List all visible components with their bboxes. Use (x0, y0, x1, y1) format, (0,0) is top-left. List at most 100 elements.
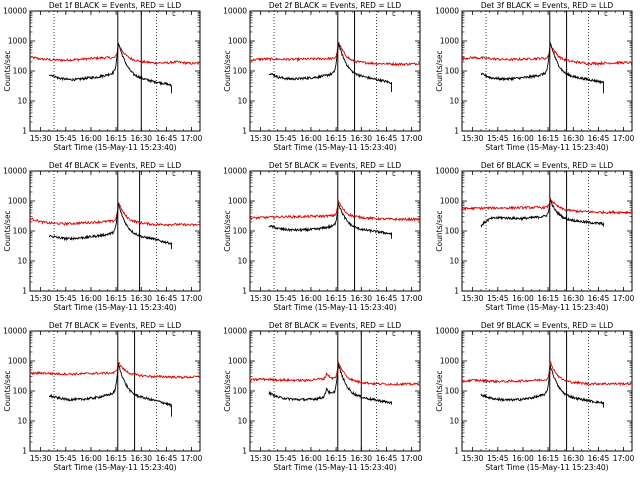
panel-det-2: Det 2f BLACK = Events, RED = LLD 1 10 100 10… (223, 1, 423, 152)
x-axis-label: Start Time (15-May-11 15:23:40) (273, 303, 396, 312)
plot-frame (249, 170, 421, 292)
x-tick-label: 16:30 (130, 454, 152, 463)
plot-frame (461, 170, 633, 292)
panel-det-9: Det 9f BLACK = Events, RED = LLD 1 10 100 10… (435, 321, 635, 472)
x-tick-label: 16:15 (105, 294, 127, 303)
x-tick-label: 15:45 (55, 454, 77, 463)
x-tick-label: 16:15 (105, 134, 127, 143)
series-lld-line (249, 199, 421, 222)
x-tick-label: 16:00 (300, 294, 322, 303)
x-tick-label: 16:45 (376, 294, 398, 303)
x-tick-label: 15:30 (462, 294, 484, 303)
series-lld-line (461, 359, 633, 387)
y-axis-label: Counts/sec (3, 210, 12, 251)
panel-det-7: Det 7f BLACK = Events, RED = LLD 1 10 100 10… (3, 321, 203, 472)
y-tick-label: 10000 (223, 7, 247, 16)
x-tick-label: 15:30 (250, 454, 272, 463)
x-tick-label: 16:15 (537, 294, 559, 303)
y-tick-label: 1 (242, 447, 247, 456)
plot-frame (29, 170, 201, 292)
x-tick-label: 16:00 (512, 294, 534, 303)
y-tick-label: 100 (233, 387, 248, 396)
series-lld-line (29, 202, 201, 227)
x-tick-label: 15:45 (487, 294, 509, 303)
x-tick-label: 16:15 (325, 454, 347, 463)
legend-marker: └ (603, 10, 608, 20)
panel-title: Det 2f BLACK = Events, RED = LLD (269, 1, 402, 10)
x-tick-label: 16:45 (156, 454, 178, 463)
series-lld-line (29, 43, 201, 66)
y-tick-label: 10 (17, 257, 27, 266)
plot-frame (461, 10, 633, 132)
y-axis-label: Counts/sec (223, 370, 232, 411)
x-tick-label: 16:45 (588, 134, 610, 143)
y-tick-label: 10000 (223, 167, 247, 176)
y-tick-label: 1000 (440, 357, 459, 366)
y-axis-label: Counts/sec (435, 50, 444, 91)
plot-frame (29, 10, 201, 132)
x-tick-label: 16:15 (325, 134, 347, 143)
y-tick-label: 1000 (440, 197, 459, 206)
y-axis-label: Counts/sec (435, 210, 444, 251)
x-tick-label: 15:45 (275, 454, 297, 463)
x-tick-label: 15:30 (30, 294, 52, 303)
x-tick-label: 16:00 (80, 134, 102, 143)
series-events-line (268, 363, 392, 405)
x-tick-label: 15:45 (487, 454, 509, 463)
panel-det-6: Det 6f BLACK = Events, RED = LLD 1 10 100 10… (435, 161, 635, 312)
x-tick-label: 17:00 (181, 134, 203, 143)
y-tick-label: 10000 (3, 7, 27, 16)
panel-title: Det 3f BLACK = Events, RED = LLD (481, 1, 614, 10)
y-tick-label: 10000 (435, 7, 459, 16)
legend-marker: └ (171, 330, 176, 340)
y-tick-label: 10 (237, 97, 247, 106)
series-events-line (268, 42, 392, 92)
y-tick-label: 100 (13, 387, 28, 396)
y-tick-label: 1 (242, 127, 247, 136)
x-tick-label: 17:00 (613, 294, 635, 303)
y-tick-label: 10000 (223, 327, 247, 336)
x-tick-label: 17:00 (613, 134, 635, 143)
x-tick-label: 15:45 (55, 134, 77, 143)
y-tick-label: 10 (449, 257, 459, 266)
x-tick-label: 16:15 (325, 294, 347, 303)
x-tick-label: 15:30 (462, 134, 484, 143)
x-tick-label: 16:30 (562, 454, 584, 463)
x-axis-label: Start Time (15-May-11 15:23:40) (273, 463, 396, 472)
y-tick-label: 100 (233, 67, 248, 76)
x-axis-label: Start Time (15-May-11 15:23:40) (53, 463, 176, 472)
y-axis-label: Counts/sec (435, 370, 444, 411)
panel-det-3: Det 3f BLACK = Events, RED = LLD 1 10 100 10… (435, 1, 635, 152)
x-axis-label: Start Time (15-May-11 15:23:40) (53, 303, 176, 312)
y-tick-label: 1000 (8, 357, 27, 366)
x-tick-label: 16:30 (350, 294, 372, 303)
x-tick-label: 16:45 (376, 134, 398, 143)
y-tick-label: 10000 (435, 167, 459, 176)
y-tick-label: 1000 (228, 37, 247, 46)
x-tick-label: 17:00 (401, 454, 423, 463)
x-tick-label: 16:45 (156, 134, 178, 143)
x-tick-label: 15:45 (275, 294, 297, 303)
x-axis-label: Start Time (15-May-11 15:23:40) (485, 303, 608, 312)
x-tick-label: 16:00 (300, 134, 322, 143)
y-axis-label: Counts/sec (223, 50, 232, 91)
y-tick-label: 100 (13, 67, 28, 76)
series-events-line (49, 362, 172, 417)
series-lld-line (29, 362, 201, 380)
x-tick-label: 16:30 (130, 134, 152, 143)
panel-title: Det 8f BLACK = Events, RED = LLD (269, 321, 402, 330)
x-tick-label: 17:00 (181, 294, 203, 303)
panel-det-8: Det 8f BLACK = Events, RED = LLD 1 10 100 10… (223, 321, 423, 472)
x-axis-label: Start Time (15-May-11 15:23:40) (485, 143, 608, 152)
series-lld-line (249, 41, 421, 67)
y-tick-label: 1 (454, 447, 459, 456)
x-tick-label: 16:45 (588, 294, 610, 303)
y-tick-label: 10 (237, 417, 247, 426)
legend-marker: └ (603, 330, 608, 340)
x-tick-label: 15:45 (275, 134, 297, 143)
y-tick-label: 10 (237, 257, 247, 266)
x-tick-label: 16:00 (512, 454, 534, 463)
y-tick-label: 10000 (3, 327, 27, 336)
